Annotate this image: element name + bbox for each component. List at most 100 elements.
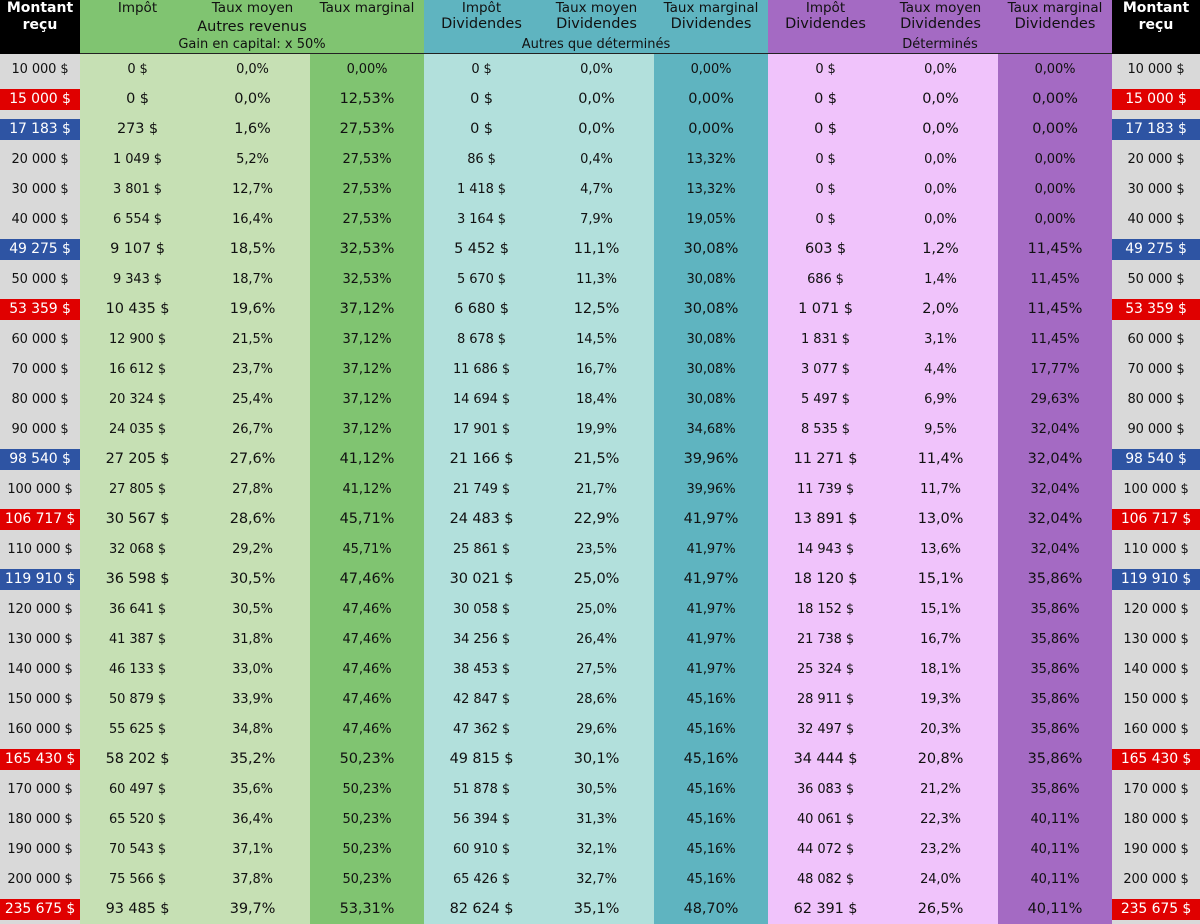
cell-value: 32,04%	[1030, 421, 1080, 437]
cell-value: 21 738 $	[796, 631, 855, 647]
amount-right-cell: 106 717 $	[1112, 504, 1200, 534]
purple-marginal-rate-cell: 40,11%	[998, 834, 1112, 864]
cell-value: 27,53%	[342, 181, 392, 197]
cell-value: 60 910 $	[452, 841, 511, 857]
cell-value: 45,16%	[686, 721, 736, 737]
cell-value: 25 861 $	[452, 541, 511, 557]
cell-value: 11,7%	[920, 481, 961, 497]
cell-value: 11,3%	[576, 271, 617, 287]
cell-value: 17,77%	[1030, 361, 1080, 377]
purple-marginal-rate-cell: 35,86%	[998, 654, 1112, 684]
cell-value: 2,0%	[922, 301, 959, 317]
cell-value: 35,2%	[229, 751, 276, 767]
cell-value: 30,08%	[683, 241, 739, 257]
purple-marginal-rate-cell: 11,45%	[998, 324, 1112, 354]
cell-value: 18,7%	[232, 271, 273, 287]
cell-value: 27,5%	[576, 661, 617, 677]
amount-right-cell: 90 000 $	[1112, 414, 1200, 444]
cell-value: 30 567 $	[105, 511, 170, 527]
amount-left-cell: 20 000 $	[0, 144, 80, 174]
green-avg-rate-cell: 19,6%	[195, 294, 310, 324]
teal-marginal-rate-cell: 41,97%	[654, 534, 768, 564]
green-marginal-rate-cell: 50,23%	[310, 804, 424, 834]
cell-value: 7,9%	[580, 211, 613, 227]
cell-value: 0,0%	[924, 151, 957, 167]
teal-avg-rate-cell: 11,3%	[539, 264, 654, 294]
teal-marginal-rate-cell: 39,96%	[654, 444, 768, 474]
cell-value: 93 485 $	[105, 901, 170, 917]
green-tax-cell: 273 $	[80, 114, 195, 144]
teal-tax-cell: 60 910 $	[424, 834, 539, 864]
cell-value: 50,23%	[339, 751, 395, 767]
cell-value: 0,0%	[924, 181, 957, 197]
amount-right-cell: 98 540 $	[1112, 444, 1200, 474]
header-teal-avg-rate: Taux moyen Dividendes	[539, 0, 654, 32]
purple-marginal-rate-cell: 11,45%	[998, 294, 1112, 324]
green-tax-cell: 60 497 $	[80, 774, 195, 804]
green-tax-cell: 27 805 $	[80, 474, 195, 504]
cell-value: 0 $	[815, 211, 836, 227]
cell-value: 39,96%	[686, 481, 736, 497]
cell-value: 50,23%	[342, 841, 392, 857]
cell-value: 18,5%	[229, 241, 276, 257]
green-tax-cell: 70 543 $	[80, 834, 195, 864]
cell-value: 1,6%	[234, 121, 271, 137]
header-left-amount: Montant reçu	[0, 0, 80, 54]
purple-marginal-rate-cell: 0,00%	[998, 144, 1112, 174]
green-tax-cell: 36 598 $	[80, 564, 195, 594]
teal-avg-rate-cell: 0,0%	[539, 84, 654, 114]
teal-marginal-rate-cell: 41,97%	[654, 564, 768, 594]
cell-value: 1,2%	[922, 241, 959, 257]
cell-value: 0 $	[814, 91, 837, 107]
cell-value: 45,16%	[686, 871, 736, 887]
green-tax-cell: 27 205 $	[80, 444, 195, 474]
header-green-marginal-rate: Taux marginal	[319, 0, 415, 16]
amount-label: 10 000 $	[1127, 61, 1185, 77]
amount-left-cell: 170 000 $	[0, 774, 80, 804]
purple-avg-rate-cell: 13,0%	[883, 504, 998, 534]
cell-value: 37,12%	[339, 301, 395, 317]
purple-tax-cell: 40 061 $	[768, 804, 883, 834]
cell-value: 37,8%	[232, 871, 273, 887]
cell-value: 4,7%	[580, 181, 613, 197]
cell-value: 32,1%	[576, 841, 617, 857]
header-purple-marginal-rate-line1: Taux marginal	[1007, 0, 1103, 16]
purple-marginal-rate-cell: 32,04%	[998, 414, 1112, 444]
cell-value: 75 566 $	[108, 871, 167, 887]
purple-marginal-rate-cell: 35,86%	[998, 594, 1112, 624]
cell-value: 27,8%	[232, 481, 273, 497]
cell-value: 0 $	[126, 91, 149, 107]
cell-value: 0,00%	[1034, 211, 1076, 227]
amount-label: 100 000 $	[1123, 481, 1189, 497]
teal-marginal-rate-cell: 30,08%	[654, 264, 768, 294]
teal-marginal-rate-cell: 45,16%	[654, 864, 768, 894]
cell-value: 50,23%	[342, 871, 392, 887]
cell-value: 6 680 $	[454, 301, 509, 317]
teal-tax-cell: 42 847 $	[424, 684, 539, 714]
cell-value: 11,45%	[1030, 331, 1080, 347]
purple-avg-rate-cell: 1,4%	[883, 264, 998, 294]
teal-avg-rate-cell: 28,6%	[539, 684, 654, 714]
teal-marginal-rate-cell: 41,97%	[654, 504, 768, 534]
purple-avg-rate-cell: 6,9%	[883, 384, 998, 414]
highlighted-amount-badge: 165 430 $	[0, 748, 80, 770]
purple-tax-cell: 25 324 $	[768, 654, 883, 684]
cell-value: 53,31%	[339, 901, 395, 917]
purple-tax-cell: 686 $	[768, 264, 883, 294]
cell-value: 0,0%	[580, 61, 613, 77]
highlighted-amount-badge: 119 910 $	[1112, 568, 1200, 590]
cell-value: 36,4%	[232, 811, 273, 827]
amount-left-cell: 98 540 $	[0, 444, 80, 474]
amount-label: 80 000 $	[11, 391, 69, 407]
cell-value: 14 943 $	[796, 541, 855, 557]
purple-tax-cell: 0 $	[768, 84, 883, 114]
cell-value: 21 749 $	[452, 481, 511, 497]
highlighted-amount-badge: 106 717 $	[1112, 508, 1200, 530]
amount-label: 50 000 $	[1127, 271, 1185, 287]
cell-value: 25 324 $	[796, 661, 855, 677]
cell-value: 23,5%	[576, 541, 617, 557]
header-divider	[80, 53, 1112, 54]
teal-tax-cell: 5 670 $	[424, 264, 539, 294]
teal-marginal-rate-cell: 30,08%	[654, 294, 768, 324]
cell-value: 35,86%	[1030, 631, 1080, 647]
